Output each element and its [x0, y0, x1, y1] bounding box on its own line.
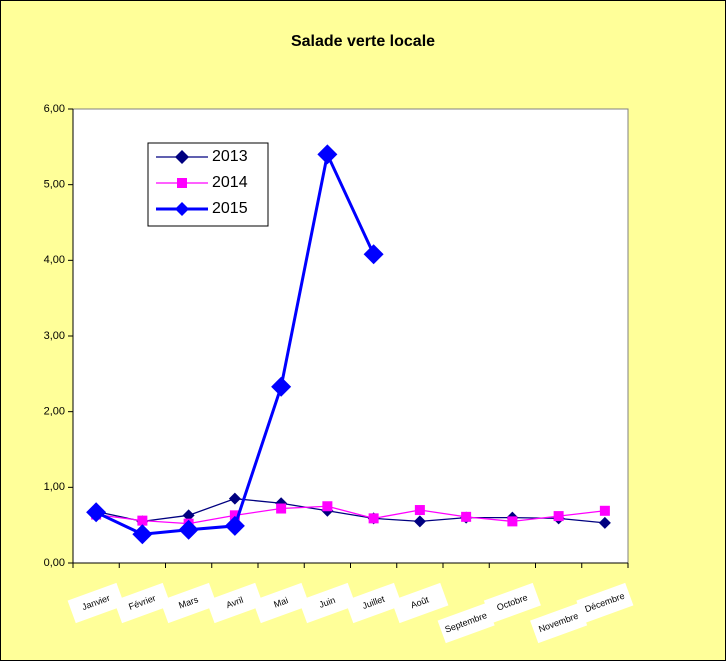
x-tick-label-group: Novembre [530, 602, 588, 644]
x-tick-label-group: Février [113, 582, 171, 624]
x-tick-label-group: Avril [206, 582, 264, 624]
marker [368, 513, 379, 524]
legend-marker [177, 178, 187, 188]
x-tick-label: Mai [272, 595, 289, 609]
legend-box [147, 142, 269, 227]
x-tick-label-group: Juin [298, 582, 356, 624]
x-tick-label-box [345, 582, 403, 624]
x-tick-label-box [437, 602, 495, 644]
x-tick-label-box [576, 582, 634, 624]
marker [599, 505, 610, 516]
x-tick-label-group: Juillet [345, 582, 403, 624]
x-tick-label-group: Mars [160, 582, 218, 624]
marker [224, 515, 245, 536]
x-tick-label-box [206, 582, 264, 624]
legend-label: 2014 [212, 174, 248, 191]
y-tick-label: 4,00 [44, 254, 65, 266]
marker [132, 524, 153, 545]
marker [178, 519, 199, 540]
chart-title: Salade verte locale [291, 33, 435, 50]
x-tick-label-box [298, 582, 356, 624]
marker [271, 376, 292, 397]
y-tick-label: 1,00 [44, 481, 65, 493]
x-tick-label-box [252, 582, 310, 624]
legend-marker [175, 150, 189, 164]
marker [322, 501, 333, 512]
marker [598, 516, 611, 529]
marker [182, 509, 195, 522]
legend-label: 2013 [212, 148, 248, 165]
x-tick-label-group: Septembre [437, 602, 495, 644]
x-tick-label-group: Août [391, 582, 449, 624]
marker [553, 511, 564, 522]
x-tick-label-group: Janvier [67, 582, 125, 624]
marker [86, 502, 107, 523]
x-tick-label-group: Mai [252, 582, 310, 624]
y-tick-label: 5,00 [44, 179, 65, 191]
y-tick-label: 6,00 [44, 103, 65, 115]
legend-marker [175, 202, 189, 216]
x-tick-label-box [67, 582, 125, 624]
marker [229, 510, 240, 521]
series-line [96, 505, 605, 525]
x-tick-label-group: Décembre [576, 582, 634, 624]
marker [363, 244, 384, 265]
x-tick-label-group: Octobre [483, 582, 541, 624]
marker [414, 505, 425, 516]
y-tick-label: 0,00 [44, 557, 65, 569]
series-line [95, 498, 605, 524]
x-tick-label-box [160, 582, 218, 624]
marker [461, 511, 472, 522]
y-tick-label: 3,00 [44, 330, 65, 342]
x-tick-label-box [530, 602, 588, 644]
marker [276, 503, 287, 514]
marker [317, 144, 338, 165]
marker [507, 516, 518, 527]
x-tick-label-box [113, 582, 171, 624]
marker [228, 492, 241, 505]
x-tick-label-box [483, 582, 541, 624]
legend-label: 2015 [212, 200, 248, 217]
y-tick-label: 2,00 [44, 406, 65, 418]
marker [137, 515, 148, 526]
marker [413, 515, 426, 528]
x-tick-label-box [391, 582, 449, 624]
